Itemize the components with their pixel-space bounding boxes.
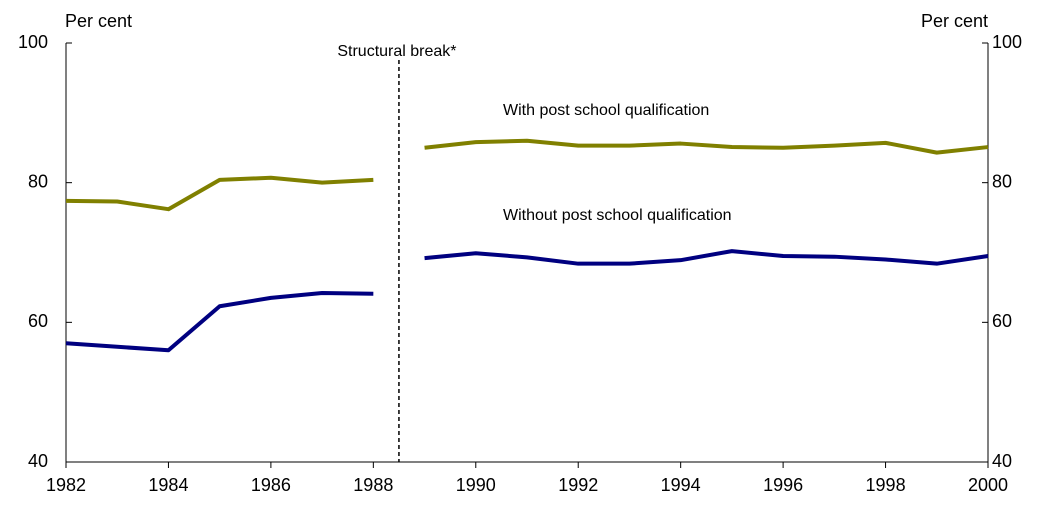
- series-line: [65, 138, 989, 212]
- y-tick-label: 60: [28, 311, 48, 331]
- y2-tick-label: 100: [992, 32, 1022, 52]
- y-tick-label: 40: [28, 451, 48, 471]
- y-tick-label: 80: [28, 171, 48, 191]
- y-axis-label-right: Per cent: [921, 11, 988, 31]
- x-tick-label: 1998: [866, 475, 906, 495]
- y-axis-label-left: Per cent: [65, 11, 132, 31]
- x-tick-label: 1990: [456, 475, 496, 495]
- series-label: Without post school qualification: [503, 207, 732, 224]
- x-tick-label: 1988: [353, 475, 393, 495]
- annotation: Structural break*: [337, 43, 456, 60]
- y2-tick-label: 80: [992, 171, 1012, 191]
- x-tick-label: 1996: [763, 475, 803, 495]
- y-tick-label: 100: [18, 32, 48, 52]
- x-tick-label: 1984: [148, 475, 188, 495]
- x-tick-label: 1994: [661, 475, 701, 495]
- x-tick-label: 1992: [558, 475, 598, 495]
- series-label: With post school qualification: [503, 102, 709, 119]
- x-tick-label: 1982: [46, 475, 86, 495]
- y2-tick-label: 40: [992, 451, 1012, 471]
- x-tick-label: 1986: [251, 475, 291, 495]
- series-line: [65, 249, 989, 353]
- y2-tick-label: 60: [992, 311, 1012, 331]
- x-tick-label: 2000: [968, 475, 1008, 495]
